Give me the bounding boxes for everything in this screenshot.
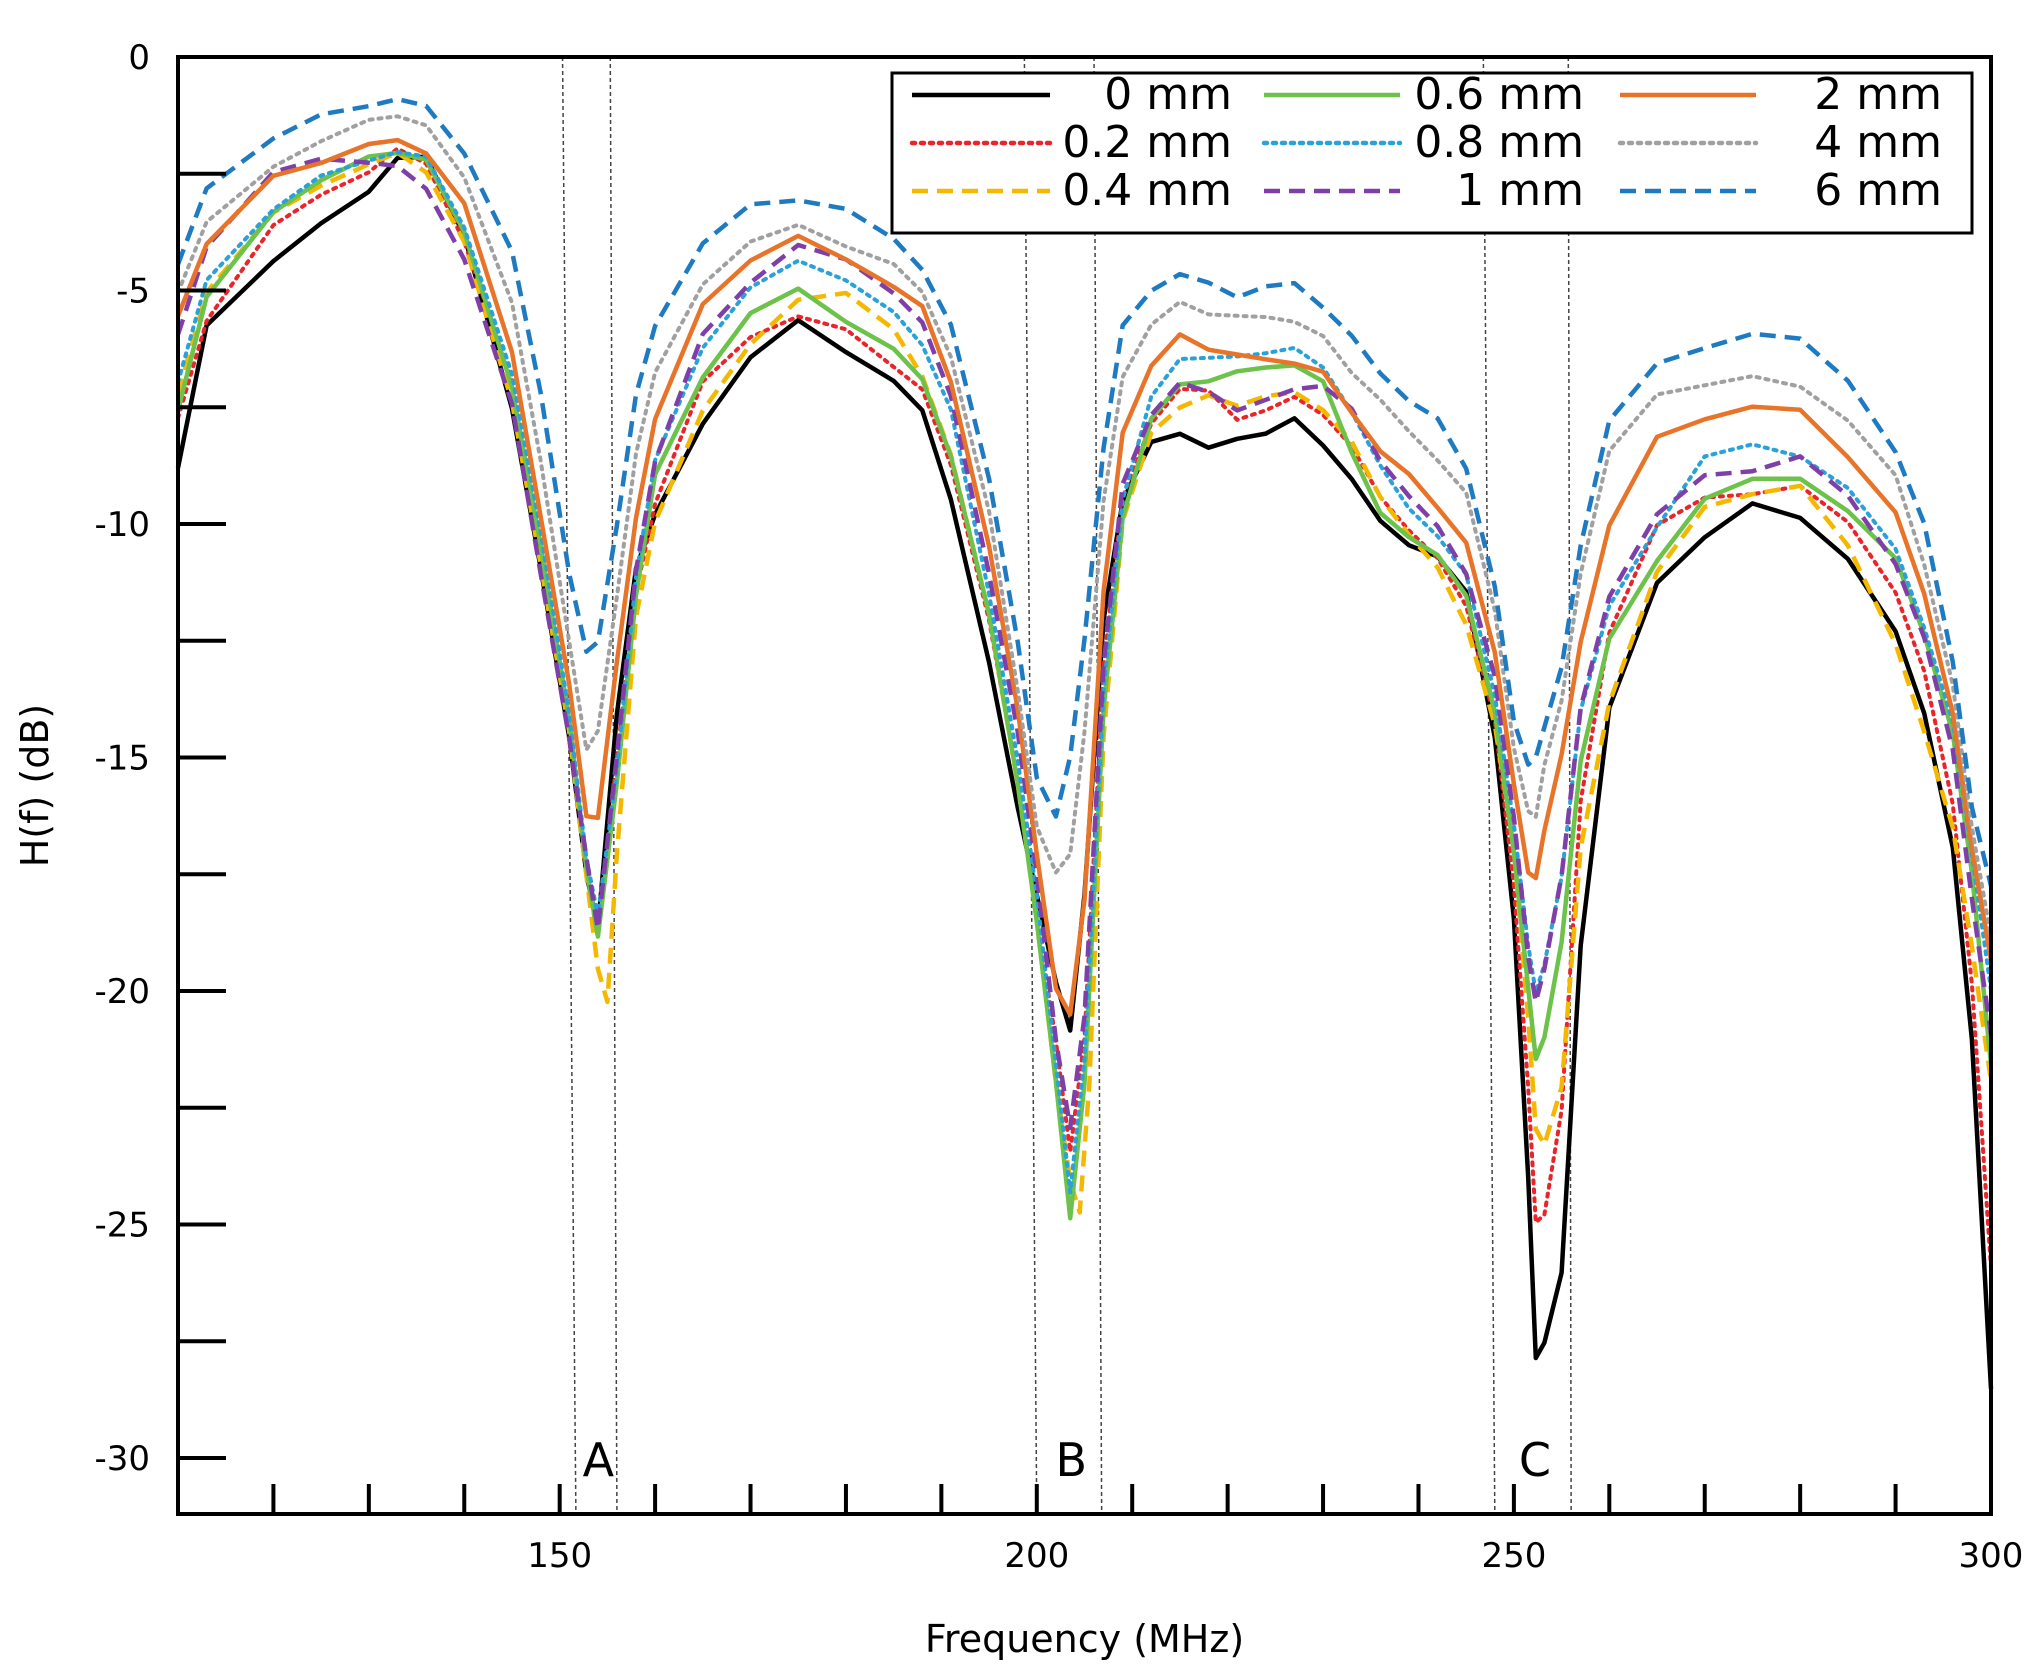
y-tick-label: 0 — [128, 38, 150, 78]
y-tick-label: -20 — [94, 972, 150, 1012]
x-tick-label: 200 — [1004, 1536, 1069, 1576]
y-tick-label: -15 — [94, 738, 150, 778]
x-axis-title: Frequency (MHz) — [925, 1617, 1244, 1661]
band-c-line-1 — [1482, 56, 1496, 1515]
legend-box — [890, 71, 1974, 235]
series-6-mm — [175, 96, 1994, 887]
legend-label: 0.2 mm — [1062, 117, 1232, 168]
band-labels: A B C — [583, 1433, 1551, 1487]
x-tick-label: 150 — [527, 1536, 592, 1576]
legend-label: 0.4 mm — [1062, 165, 1232, 216]
plot-area-frame — [176, 55, 1993, 1516]
legend-label: 2 mm — [1814, 69, 1942, 120]
legend-label: 0 mm — [1104, 69, 1232, 120]
legend-label: 0.6 mm — [1414, 69, 1584, 120]
y-tick-label: -25 — [94, 1205, 150, 1245]
legend-label: 0.8 mm — [1414, 117, 1584, 168]
y-tick-label: -10 — [94, 505, 150, 545]
series-0-8-mm — [176, 150, 1993, 1195]
x-tick-label: 300 — [1959, 1536, 2024, 1576]
x-tick-labels: 150 200 250 300 — [527, 1536, 2023, 1576]
y-axis-title: H(f) (dB) — [13, 704, 57, 868]
x-tick-label: 250 — [1481, 1536, 1546, 1576]
y-tick-labels: 0 -5 -10 -15 -20 -25 -30 — [94, 38, 150, 1479]
legend-label: 6 mm — [1814, 165, 1942, 216]
legend-label: 4 mm — [1814, 117, 1942, 168]
axis-ticks — [178, 171, 1898, 1514]
legend: 0 mm0.2 mm0.4 mm 0.6 mm0.8 mm1 mm 2 mm4 mm… — [890, 69, 1974, 235]
series-lines — [175, 96, 1994, 1389]
legend-label: 1 mm — [1456, 165, 1584, 216]
y-tick-label: -5 — [116, 271, 150, 311]
band-label-c: C — [1519, 1433, 1551, 1487]
y-tick-label: -30 — [94, 1439, 150, 1479]
band-a-line-1 — [561, 56, 577, 1515]
series-2-mm — [175, 137, 1994, 1017]
band-label-b: B — [1055, 1433, 1087, 1487]
series-1-mm — [175, 156, 1994, 1131]
band-label-a: A — [583, 1433, 615, 1487]
series-4-mm — [176, 114, 1993, 940]
